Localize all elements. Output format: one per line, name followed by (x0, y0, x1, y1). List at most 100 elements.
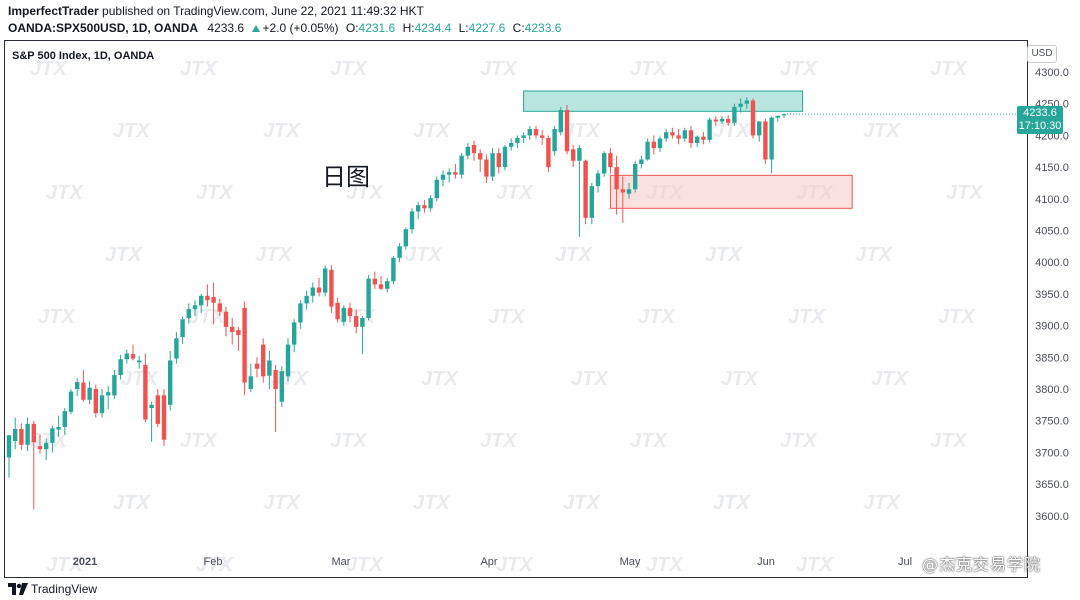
candle-body (385, 281, 390, 289)
candle-body (695, 136, 700, 144)
watermark-text: JTX (421, 368, 459, 390)
candle-body (403, 229, 408, 247)
candle-body (19, 428, 24, 445)
watermark-text: JTX (638, 306, 676, 328)
candle-body (645, 141, 650, 160)
candle-body (279, 371, 284, 402)
watermark-text: JTX (788, 306, 826, 328)
watermark-text: JTX (196, 182, 234, 204)
candle-body (37, 446, 43, 450)
x-axis-label: Jul (898, 556, 912, 568)
y-axis-label: 3650.0 (1035, 479, 1069, 491)
candle-body (763, 121, 768, 160)
candle-body (248, 376, 253, 389)
candle-body (775, 115, 780, 118)
watermark-text: JTX (946, 182, 984, 204)
publish-info: published on TradingView.com, June 22, 2… (102, 4, 424, 18)
channel-watermark: @杰克交易学院 (922, 555, 1042, 574)
candle-body (626, 189, 632, 194)
close-label: C: (512, 21, 525, 35)
watermark-text: JTX (121, 368, 159, 390)
candle-body (484, 159, 489, 177)
candle-body (199, 295, 204, 306)
support-zone (609, 174, 853, 209)
candle-body (409, 211, 415, 230)
watermark-text: JTX (855, 244, 893, 266)
candle-body (391, 257, 396, 282)
candle-body (341, 307, 346, 322)
watermark-text: JTX (496, 554, 534, 576)
candle-body (143, 364, 148, 420)
candle-body (651, 141, 656, 149)
candle-body (732, 106, 737, 123)
candle-body (180, 319, 185, 338)
candle-body (447, 172, 452, 175)
candle-body (633, 163, 638, 190)
candle-body (465, 146, 470, 156)
watermark-text: JTX (188, 306, 226, 328)
badge-price: 4233.6 (1023, 107, 1057, 119)
candle-body (261, 344, 266, 377)
watermark-text: JTX (105, 244, 143, 266)
chart-frame (4, 40, 1028, 578)
candle-body (676, 135, 681, 139)
open-value: 4231.6 (358, 21, 396, 35)
tradingview-icon (8, 583, 28, 595)
ohlc-legend: OANDA:SPX500USD, 1D, OANDA 4233.6 +2.0 (… (8, 20, 565, 36)
candle-body (713, 119, 718, 122)
candle-body (639, 159, 644, 164)
tradingview-logo[interactable]: TradingView (8, 582, 97, 596)
watermark-text: JTX (113, 492, 151, 514)
candle-body (515, 137, 520, 144)
candle-body (75, 382, 80, 389)
y-axis-label: 3600.0 (1035, 511, 1069, 523)
candle-body (552, 129, 557, 152)
candle-body (397, 246, 402, 258)
last-price-badge: 4233.6 17:10:30 (1017, 106, 1063, 134)
x-axis-label: Jun (757, 556, 775, 568)
candle-body (428, 198, 433, 209)
candle-body (31, 423, 36, 443)
candle-body (335, 302, 340, 320)
candle-body (137, 360, 142, 363)
candle-body (620, 189, 625, 193)
watermark-text: JTX (646, 554, 684, 576)
y-axis-label: 3850.0 (1035, 352, 1069, 364)
watermark-text: JTX (196, 554, 234, 576)
candle-body (527, 129, 532, 136)
candle-body (56, 427, 61, 430)
candle-body (273, 369, 278, 389)
watermark-text: JTX (405, 244, 443, 266)
watermark-text: JTX (863, 492, 901, 514)
candle-body (329, 269, 334, 307)
candle-body (6, 435, 12, 458)
watermark-text: JTX (721, 368, 759, 390)
candle-body (192, 305, 198, 310)
watermark-text: JTX (780, 58, 818, 80)
y-axis-label: 3700.0 (1035, 447, 1069, 459)
candle-body (155, 395, 160, 424)
watermark-text: JTX (346, 182, 384, 204)
x-axis-label: May (620, 556, 641, 568)
candle-body (230, 326, 235, 332)
candle-body (242, 307, 247, 383)
watermark-text: JTX (713, 120, 751, 142)
candle-body (726, 118, 731, 123)
watermark-text: JTX (38, 306, 76, 328)
watermark-text: JTX (630, 58, 668, 80)
watermark-text: JTX (713, 492, 751, 514)
watermark-text: JTX (113, 120, 151, 142)
candle-body (459, 155, 464, 175)
currency-button[interactable]: USD (1027, 45, 1057, 63)
up-triangle-icon (252, 25, 261, 32)
y-axis-label: 4100.0 (1035, 194, 1069, 206)
watermark-text: JTX (330, 430, 368, 452)
y-axis-label: 4000.0 (1035, 257, 1069, 269)
author-name[interactable]: ImperfectTrader (8, 4, 99, 18)
candle-body (738, 103, 743, 107)
candle-body (664, 132, 669, 139)
candle-body (757, 121, 762, 136)
candle-body (378, 284, 384, 289)
candle-body (360, 317, 365, 327)
candle-body (93, 389, 98, 414)
